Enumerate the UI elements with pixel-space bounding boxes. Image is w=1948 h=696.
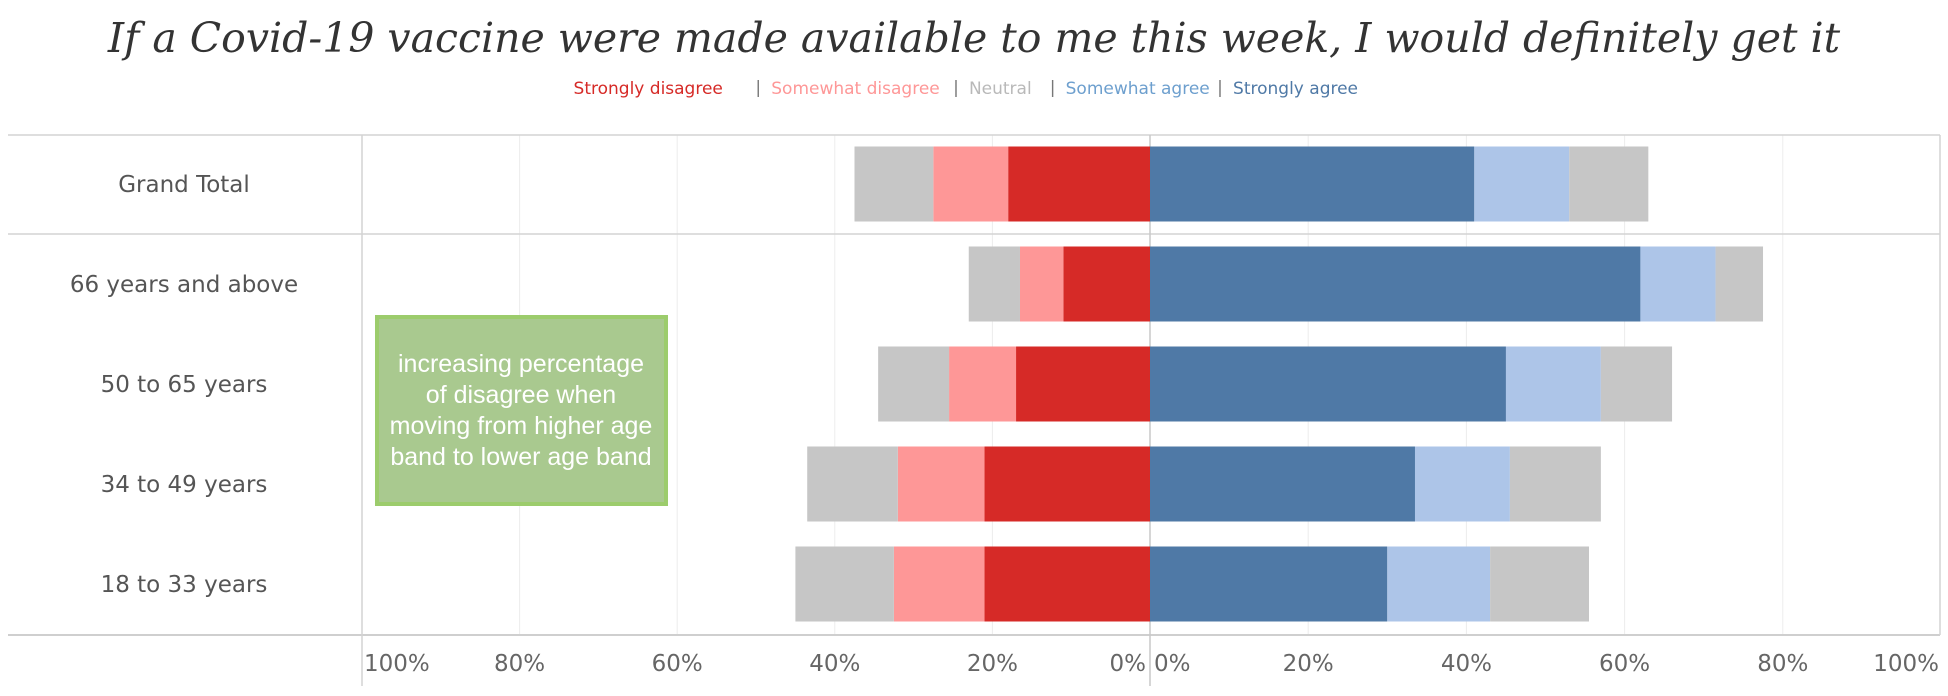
tick-label-left: 100% bbox=[364, 651, 430, 677]
bar-neutral-18-to-33-years bbox=[795, 546, 894, 622]
bar-neutral-grand-total bbox=[854, 146, 934, 222]
tick-label-right: 20% bbox=[1283, 651, 1334, 677]
category-label-34-to-49-years: 34 to 49 years bbox=[101, 472, 268, 498]
bar-neutral-66-years-and-above bbox=[1715, 246, 1764, 322]
bar-somewhat-disagree-50-to-65-years bbox=[949, 346, 1017, 422]
axis-ticks: 100% 80% 60% 40% 20% 0% 0% 20% 40% 60% 80% 100% bbox=[364, 651, 1939, 677]
annotation-line: moving from higher age bbox=[390, 412, 653, 440]
category-labels: Grand Total 66 years and above 50 to 65 ye… bbox=[70, 172, 298, 598]
bar-somewhat-disagree-18-to-33-years bbox=[893, 546, 985, 622]
bar-strongly-disagree-34-to-49-years bbox=[984, 446, 1150, 522]
annotation-line: increasing percentage bbox=[398, 350, 644, 378]
legend-item-strongly-agree: Strongly agree bbox=[1233, 79, 1358, 99]
category-label-66-years-and-above: 66 years and above bbox=[70, 272, 298, 298]
bar-strongly-agree-18-to-33-years bbox=[1150, 546, 1388, 622]
legend-separator: | bbox=[755, 78, 761, 98]
bar-strongly-disagree-grand-total bbox=[1008, 146, 1150, 222]
tick-label-right: 60% bbox=[1599, 651, 1650, 677]
category-label-18-to-33-years: 18 to 33 years bbox=[101, 572, 268, 598]
bar-neutral-50-to-65-years bbox=[878, 346, 950, 422]
legend-separator: | bbox=[1217, 78, 1223, 98]
legend-item-neutral: Neutral bbox=[969, 79, 1032, 99]
bar-strongly-agree-66-years-and-above bbox=[1150, 246, 1641, 322]
bar-somewhat-agree-grand-total bbox=[1474, 146, 1570, 222]
bar-neutral-grand-total bbox=[1569, 146, 1649, 222]
annotation-box bbox=[375, 315, 668, 506]
tick-label-left: 60% bbox=[652, 651, 703, 677]
bar-strongly-agree-50-to-65-years bbox=[1150, 346, 1506, 422]
bar-somewhat-disagree-34-to-49-years bbox=[897, 446, 985, 522]
category-label-grand-total: Grand Total bbox=[118, 172, 250, 198]
bar-neutral-34-to-49-years bbox=[1509, 446, 1601, 522]
legend-separator: | bbox=[953, 78, 959, 98]
tick-label-left: 80% bbox=[494, 651, 545, 677]
bar-neutral-66-years-and-above bbox=[968, 246, 1020, 322]
legend-item-somewhat-agree: Somewhat agree bbox=[1066, 79, 1210, 99]
legend: Strongly disagree | Somewhat disagree | Neut… bbox=[574, 78, 1358, 99]
chart-frame bbox=[8, 134, 1941, 686]
tick-label-right: 40% bbox=[1441, 651, 1492, 677]
legend-item-strongly-disagree: Strongly disagree bbox=[574, 79, 723, 99]
bar-somewhat-agree-34-to-49-years bbox=[1414, 446, 1510, 522]
bar-somewhat-disagree-66-years-and-above bbox=[1019, 246, 1064, 322]
category-label-50-to-65-years: 50 to 65 years bbox=[101, 372, 268, 398]
bar-strongly-disagree-66-years-and-above bbox=[1063, 246, 1150, 322]
bar-somewhat-agree-66-years-and-above bbox=[1640, 246, 1716, 322]
annotation-line: band to lower age band bbox=[390, 443, 651, 471]
bar-strongly-disagree-50-to-65-years bbox=[1016, 346, 1150, 422]
tick-label-right: 0% bbox=[1154, 651, 1191, 677]
bar-neutral-34-to-49-years bbox=[807, 446, 898, 522]
bar-strongly-agree-grand-total bbox=[1150, 146, 1475, 222]
legend-item-somewhat-disagree: Somewhat disagree bbox=[771, 79, 940, 99]
bar-somewhat-disagree-grand-total bbox=[933, 146, 1009, 222]
bar-strongly-agree-34-to-49-years bbox=[1150, 446, 1415, 522]
bar-neutral-50-to-65-years bbox=[1600, 346, 1673, 422]
bars bbox=[795, 146, 1764, 622]
annotation-note: increasing percentage of disagree when mov… bbox=[375, 315, 668, 506]
annotation-line: of disagree when bbox=[426, 381, 616, 409]
tick-label-left: 40% bbox=[809, 651, 860, 677]
bar-strongly-disagree-18-to-33-years bbox=[984, 546, 1150, 622]
bar-neutral-18-to-33-years bbox=[1490, 546, 1590, 622]
legend-separator: | bbox=[1050, 78, 1056, 98]
bar-somewhat-agree-50-to-65-years bbox=[1505, 346, 1601, 422]
tick-label-right: 80% bbox=[1757, 651, 1808, 677]
tick-label-right: 100% bbox=[1873, 651, 1939, 677]
chart-title: If a Covid-19 vaccine were made availabl… bbox=[107, 14, 1841, 62]
tick-label-left: 20% bbox=[967, 651, 1018, 677]
bar-somewhat-agree-18-to-33-years bbox=[1387, 546, 1491, 622]
tick-label-left: 0% bbox=[1110, 651, 1147, 677]
